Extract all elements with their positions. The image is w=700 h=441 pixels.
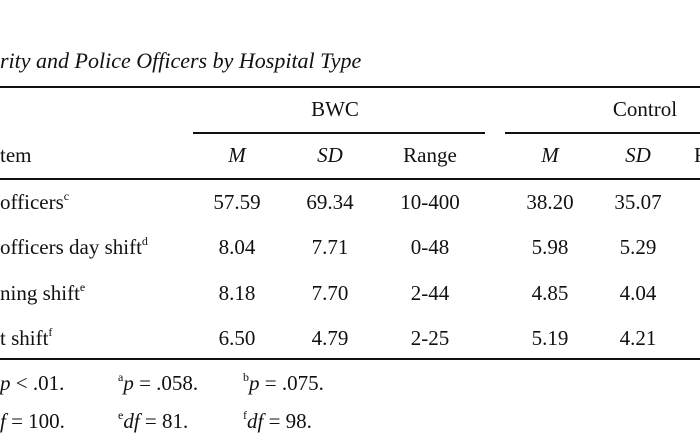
col-header-item: tem [0, 143, 32, 167]
footnote-marker: d [141, 234, 148, 248]
header-rule [0, 178, 700, 180]
footnote-marker: e [79, 280, 86, 294]
bottom-rule [0, 358, 700, 360]
footnote-marker: c [63, 189, 70, 203]
col-header-bwc-range: Range [403, 143, 457, 167]
col-header-control-m: M [541, 143, 559, 167]
col-header-bwc-sd: SD [317, 143, 343, 167]
row-label: officersc [0, 189, 70, 214]
note-df-f: fdf = 98. [243, 408, 312, 433]
cell-control-m: 38.20 [526, 190, 574, 214]
footnote-marker: f [48, 325, 53, 339]
col-header-cutoff: R [694, 143, 700, 168]
cell-bwc-range: 2-44 [410, 281, 450, 305]
row-label: ning shifte [0, 280, 86, 305]
cell-control-m: 5.98 [531, 235, 569, 259]
cell-bwc-m: 8.18 [218, 281, 256, 305]
cell-bwc-range: 10-400 [400, 190, 460, 214]
group-header-bwc: BWC [311, 97, 359, 121]
cell-bwc-sd: 7.70 [311, 281, 349, 305]
note-df-d: f = 100. [0, 409, 65, 433]
cell-bwc-m: 57.59 [213, 190, 261, 214]
top-rule [0, 86, 700, 88]
cell-bwc-sd: 7.71 [311, 235, 349, 259]
control-group-rule [505, 132, 700, 134]
cell-control-m: 4.85 [531, 281, 569, 305]
col-header-bwc-m: M [228, 143, 246, 167]
cell-control-sd: 35.07 [614, 190, 662, 214]
row-label: t shiftf [0, 325, 53, 350]
bwc-group-rule [193, 132, 485, 134]
cell-control-m: 5.19 [531, 326, 569, 350]
col-header-control-sd: SD [625, 143, 651, 167]
row-label: officers day shiftd [0, 234, 148, 259]
cell-bwc-range: 2-25 [410, 326, 450, 350]
table-title: rity and Police Officers by Hospital Typ… [0, 48, 362, 73]
cell-bwc-range: 0-48 [410, 235, 450, 259]
note-b: bp = .075. [243, 370, 324, 395]
cell-control-sd: 4.04 [619, 281, 657, 305]
cell-control-sd: 5.29 [619, 235, 657, 259]
group-header-control: Control [612, 97, 678, 121]
cell-bwc-sd: 69.34 [306, 190, 354, 214]
note-df-e: edf = 81. [118, 408, 189, 433]
note-a: ap = .058. [118, 370, 199, 395]
cell-bwc-m: 8.04 [218, 235, 256, 259]
cell-bwc-m: 6.50 [218, 326, 256, 350]
cell-control-sd: 4.21 [619, 326, 657, 350]
note-p: p < .01. [0, 371, 65, 395]
cell-bwc-sd: 4.79 [311, 326, 349, 350]
